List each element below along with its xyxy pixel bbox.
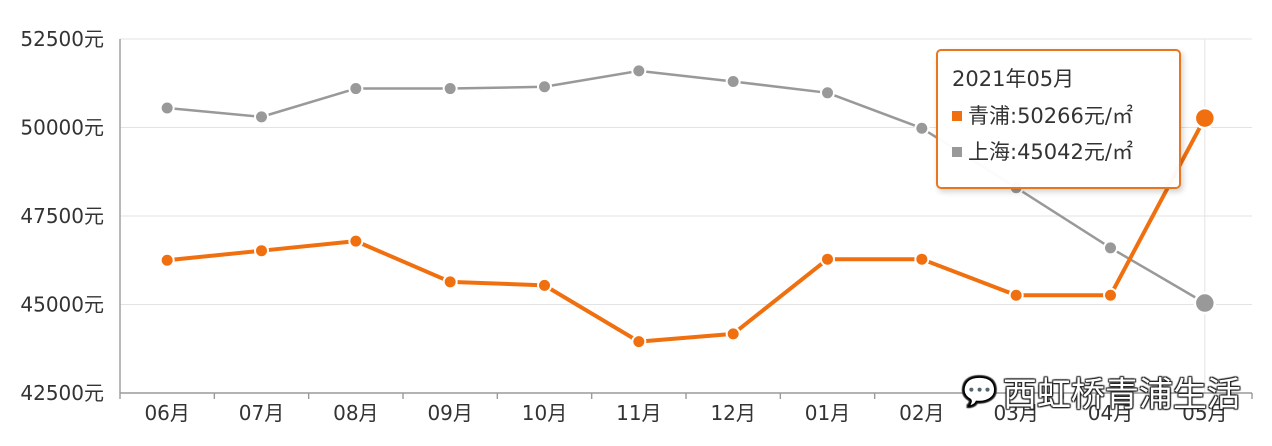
data-point-qingpu[interactable] (254, 243, 269, 259)
data-point-shanghai[interactable] (1103, 240, 1118, 256)
data-point-shanghai[interactable] (725, 73, 741, 89)
y-axis-labels: 42500元 45000元 47500元 50000元 52500元 (20, 27, 104, 405)
tooltip-row-shanghai-label: 上海:45042元/㎡ (968, 140, 1133, 164)
shanghai-legend-marker (952, 147, 962, 157)
x-tick-label: 08月 (333, 401, 378, 425)
qingpu-legend-marker (952, 111, 962, 121)
series-layer (159, 63, 1217, 350)
x-tick-label: 06月 (144, 401, 189, 425)
tooltip: 2021年05月 青浦:50266元/㎡ 上海:45042元/㎡ (936, 49, 1181, 189)
tooltip-title: 2021年05月 (952, 67, 1075, 91)
x-tick-label: 07月 (239, 401, 284, 425)
tooltip-row-qingpu: 青浦:50266元/㎡ (952, 104, 1179, 128)
data-point-qingpu[interactable] (820, 251, 835, 267)
data-point-qingpu[interactable] (725, 326, 741, 342)
data-point-shanghai[interactable] (348, 81, 364, 97)
x-tick-label: 01月 (805, 401, 850, 425)
data-point-qingpu[interactable] (537, 277, 552, 293)
x-axis-labels: 06月 07月 08月 09月 10月 11月 12月 01月 02月 03月 04月 05月 (144, 401, 1227, 425)
y-tick-label: 42500元 (20, 381, 104, 405)
data-point-qingpu[interactable] (442, 274, 458, 290)
data-point-shanghai[interactable] (820, 85, 835, 101)
tooltip-row-shanghai: 上海:45042元/㎡ (952, 140, 1179, 164)
y-tick-label: 50000元 (20, 116, 104, 140)
x-tick-label: 10月 (522, 401, 567, 425)
data-point-qingpu[interactable] (1103, 287, 1118, 303)
tooltip-row-qingpu-label: 青浦:50266元/㎡ (968, 104, 1133, 128)
wechat-icon: 💬 (962, 375, 997, 408)
data-point-shanghai[interactable] (442, 81, 458, 97)
data-point-qingpu[interactable] (1193, 106, 1217, 130)
data-point-qingpu[interactable] (1008, 287, 1024, 303)
series-line-qingpu (166, 117, 1207, 344)
data-point-qingpu[interactable] (348, 233, 364, 249)
x-tick-label: 04月 (1088, 401, 1133, 425)
grid-layer (120, 38, 1252, 393)
watermark-text: 西虹桥青浦生活 (1002, 375, 1241, 415)
x-tick-label: 12月 (710, 401, 755, 425)
x-tick-label: 03月 (993, 401, 1038, 425)
axis-layer (119, 39, 1253, 399)
data-point-qingpu[interactable] (159, 252, 175, 268)
x-tick-label: 02月 (899, 401, 944, 425)
data-point-shanghai[interactable] (159, 100, 175, 116)
series-line-shanghai (167, 69, 1206, 305)
y-tick-label: 45000元 (20, 293, 104, 317)
data-point-shanghai[interactable] (914, 120, 930, 136)
data-point-shanghai[interactable] (254, 109, 269, 125)
y-tick-label: 47500元 (20, 204, 104, 228)
x-tick-label: 09月 (427, 401, 472, 425)
data-point-qingpu[interactable] (631, 334, 647, 350)
data-point-shanghai[interactable] (1193, 291, 1217, 315)
y-tick-label: 52500元 (20, 27, 104, 51)
data-point-shanghai[interactable] (631, 63, 647, 79)
x-tick-label: 05月 (1182, 401, 1227, 425)
data-point-qingpu[interactable] (914, 251, 930, 267)
watermark: 💬 西虹桥青浦生活 (962, 367, 1241, 416)
x-tick-label: 11月 (616, 401, 661, 425)
data-point-shanghai[interactable] (537, 79, 552, 95)
